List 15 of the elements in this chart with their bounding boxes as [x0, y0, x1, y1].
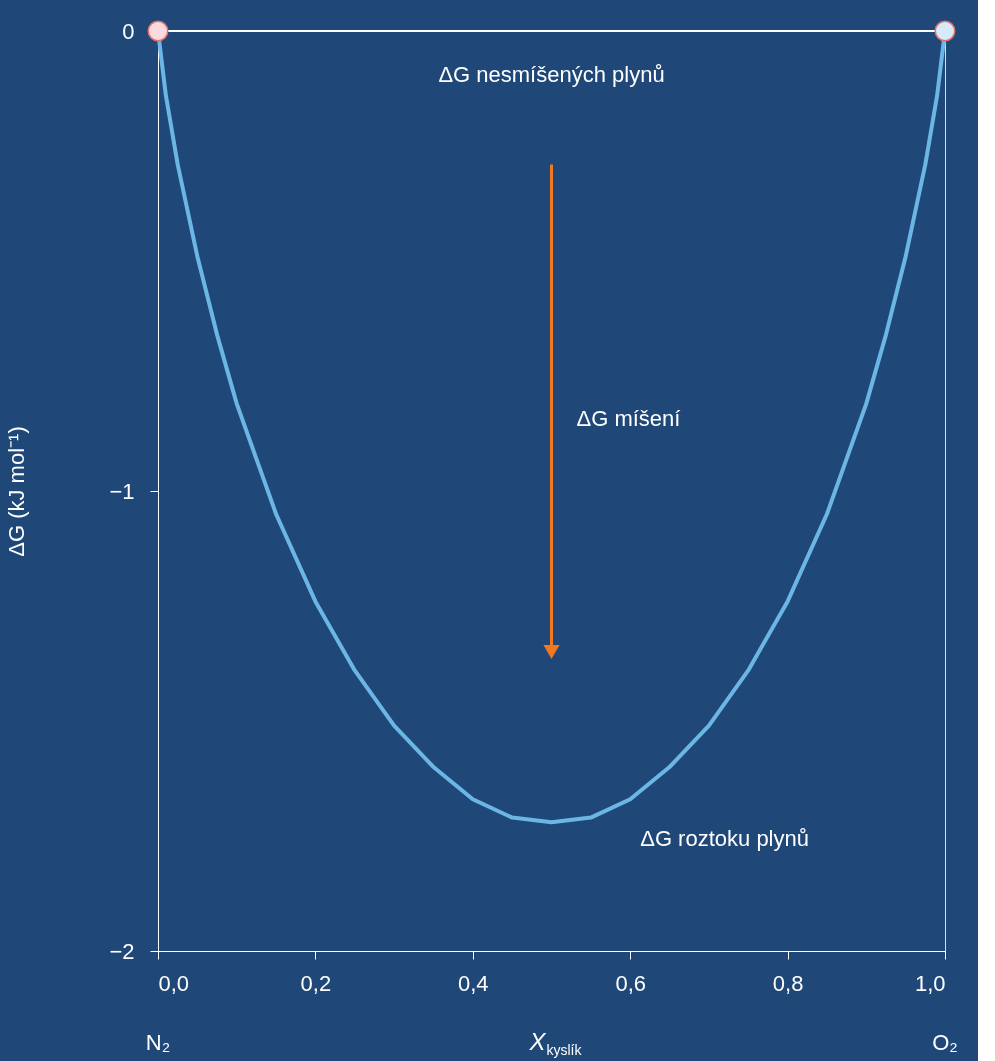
x-tick-label: 0,0	[158, 970, 190, 996]
y-tick-label: −1	[109, 478, 135, 504]
y-axis-title: ΔG (kJ mol⁻¹)	[4, 426, 30, 557]
y-tick-label: −2	[109, 938, 135, 964]
y-tick-label: 0	[122, 18, 135, 44]
ref-line-label: ΔG nesmíšených plynů	[438, 62, 665, 87]
x-tick-label: 0,2	[300, 970, 332, 996]
annotation: ΔG míšení	[576, 406, 681, 431]
text: O₂	[932, 1030, 958, 1055]
x-tick-label: 0,6	[615, 970, 646, 996]
annotation: ΔG roztoku plynů	[640, 826, 809, 851]
x-tick-label: 0,4	[458, 970, 489, 996]
text: N₂	[145, 1030, 171, 1055]
x-tick-label: 0,8	[772, 970, 804, 996]
x-tick-label: 1,0	[914, 970, 946, 996]
